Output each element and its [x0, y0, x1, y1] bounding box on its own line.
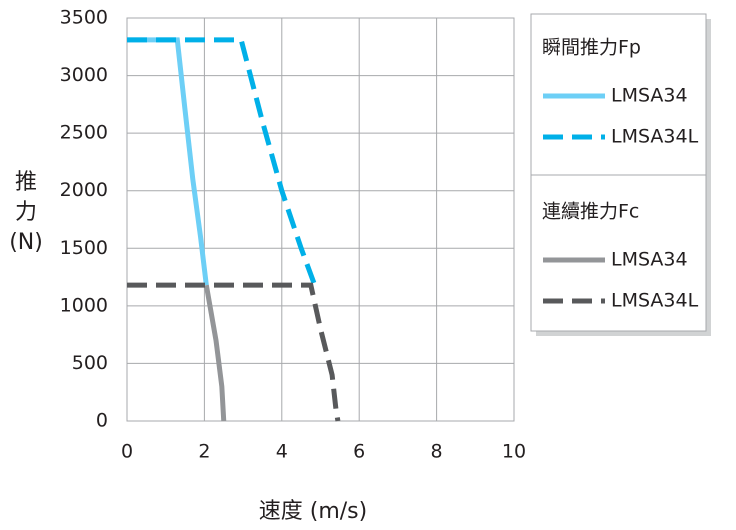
y-tick-label: 0 — [96, 410, 108, 432]
x-tick-label: 10 — [502, 441, 526, 463]
y-tick-label: 1500 — [60, 237, 108, 259]
legend-group-title: 瞬間推力Fp — [542, 37, 641, 59]
x-tick-label: 6 — [353, 441, 365, 463]
x-tick-label: 0 — [121, 441, 133, 463]
y-tick-label: 2000 — [60, 179, 108, 201]
y-tick-label: 3000 — [60, 64, 108, 86]
series-line — [127, 282, 341, 422]
legend-box — [530, 13, 707, 332]
y-tick-label: 500 — [72, 352, 108, 374]
legend-label: LMSA34L — [611, 126, 699, 148]
x-tick-label: 4 — [276, 441, 288, 463]
series-line — [203, 284, 227, 422]
y-tick-label: 3500 — [60, 7, 108, 29]
legend-label: LMSA34 — [611, 85, 688, 107]
legend-label: LMSA34L — [611, 290, 699, 312]
x-tick-label: 8 — [431, 441, 443, 463]
plot-frame — [126, 17, 515, 422]
x-tick-label: 2 — [198, 441, 210, 463]
series-line — [127, 37, 318, 286]
y-axis-label: 推力(N) — [9, 170, 43, 255]
legend-group-title: 連續推力Fc — [542, 201, 639, 223]
legend-label: LMSA34 — [611, 249, 688, 271]
y-tick-label: 2500 — [60, 122, 108, 144]
x-axis-label: 速度 (m/s) — [259, 499, 367, 524]
y-tick-label: 1000 — [60, 294, 108, 316]
